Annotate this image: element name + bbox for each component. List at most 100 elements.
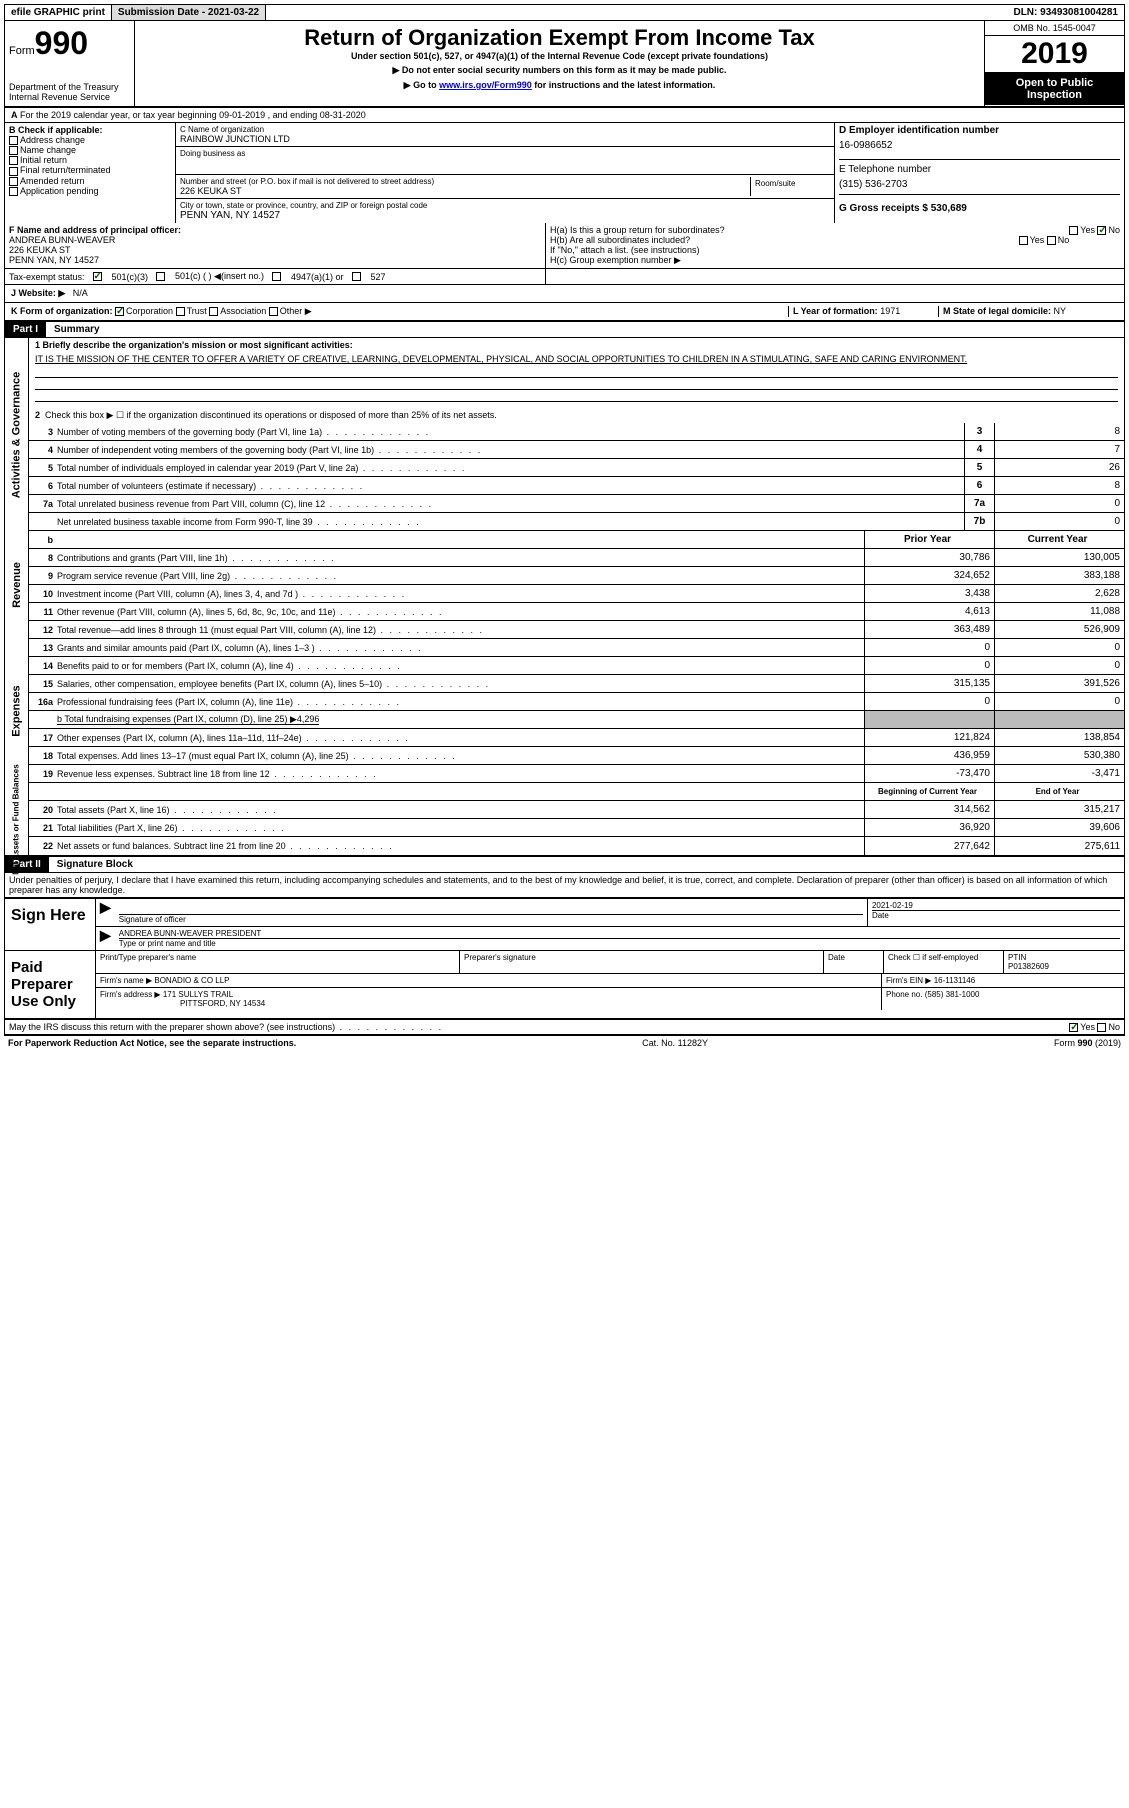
sig-date: 2021-02-19 — [872, 901, 1120, 911]
irs-link[interactable]: www.irs.gov/Form990 — [439, 80, 532, 90]
net-assets-section: Net Assets or Fund Balances Beginning of… — [4, 783, 1125, 857]
sig-officer-label: Signature of officer — [119, 915, 186, 924]
line-number: 21 — [29, 823, 57, 833]
checkbox-amended[interactable] — [9, 177, 18, 186]
line-box: 7b — [964, 513, 994, 530]
checkbox-assoc[interactable] — [209, 307, 218, 316]
arrow-icon: ▶ — [96, 927, 115, 950]
hb-line: H(b) Are all subordinates included? Yes … — [550, 235, 1120, 245]
dba-label: Doing business as — [180, 149, 830, 158]
footer-left: For Paperwork Reduction Act Notice, see … — [8, 1038, 296, 1048]
prior-year-value: 0 — [864, 693, 994, 710]
line-number: 5 — [29, 463, 57, 473]
firm-ein-label: Firm's EIN ▶ — [886, 976, 931, 985]
line-value: 0 — [994, 495, 1124, 512]
current-year-value: 11,088 — [994, 603, 1124, 620]
perjury-text: Under penalties of perjury, I declare th… — [4, 873, 1125, 897]
printed-name-label: Type or print name and title — [119, 939, 216, 948]
checkbox-501c[interactable] — [156, 272, 165, 281]
checkbox-4947[interactable] — [272, 272, 281, 281]
current-year-value: 383,188 — [994, 567, 1124, 584]
prior-year-value: -73,470 — [864, 765, 994, 782]
current-year-value: 0 — [994, 693, 1124, 710]
submission-date-button[interactable]: Submission Date - 2021-03-22 — [112, 5, 266, 20]
prior-year-value: 36,920 — [864, 819, 994, 836]
current-year-value: 315,217 — [994, 801, 1124, 818]
prior-year-value: 314,562 — [864, 801, 994, 818]
checkbox-ha-yes[interactable] — [1069, 226, 1078, 235]
checkbox-initial-return[interactable] — [9, 156, 18, 165]
line-text: Total expenses. Add lines 13–17 (must eq… — [57, 749, 864, 763]
prior-year-value: 3,438 — [864, 585, 994, 602]
checkbox-hb-yes[interactable] — [1019, 236, 1028, 245]
firm-phone-label: Phone no. — [886, 990, 922, 999]
prior-year-value: 121,824 — [864, 729, 994, 746]
checkbox-501c3[interactable] — [93, 272, 102, 281]
sign-here-label: Sign Here — [5, 899, 95, 950]
tax-status-row: Tax-exempt status: 501(c)(3) 501(c) ( ) … — [4, 269, 1125, 285]
addr-label: Number and street (or P.O. box if mail i… — [180, 177, 750, 186]
mission-text: IT IS THE MISSION OF THE CENTER TO OFFER… — [29, 352, 1124, 366]
line-text: Number of independent voting members of … — [57, 443, 964, 457]
preparer-date-label: Date — [824, 951, 884, 973]
checkbox-name-change[interactable] — [9, 146, 18, 155]
line-number: 16a — [29, 697, 57, 707]
line-number: 10 — [29, 589, 57, 599]
checkbox-ha-no[interactable] — [1097, 226, 1106, 235]
checkbox-corp[interactable] — [115, 307, 124, 316]
mission-label: 1 Briefly describe the organization's mi… — [29, 338, 1124, 352]
prior-year-value: 324,652 — [864, 567, 994, 584]
box-m: M State of legal domicile: NY — [938, 306, 1118, 317]
city-label: City or town, state or province, country… — [180, 201, 830, 210]
checkbox-527[interactable] — [352, 272, 361, 281]
current-year-value: 138,854 — [994, 729, 1124, 746]
line-text: Total number of volunteers (estimate if … — [57, 479, 964, 493]
preparer-name-label: Print/Type preparer's name — [96, 951, 460, 973]
line-text: Net unrelated business taxable income fr… — [57, 515, 964, 529]
firm-phone: (585) 381-1000 — [925, 990, 980, 999]
checkbox-hb-no[interactable] — [1047, 236, 1056, 245]
checkbox-address-change[interactable] — [9, 136, 18, 145]
current-year-value: 2,628 — [994, 585, 1124, 602]
line-text: Revenue less expenses. Subtract line 18 … — [57, 767, 864, 781]
sig-date-label: Date — [872, 911, 889, 920]
city-state-zip: PENN YAN, NY 14527 — [180, 210, 830, 221]
line-number: 17 — [29, 733, 57, 743]
box-f-h: F Name and address of principal officer:… — [4, 223, 1125, 269]
ein-value: 16-0986652 — [839, 140, 1120, 151]
checkbox-other[interactable] — [269, 307, 278, 316]
line-number: 20 — [29, 805, 57, 815]
line-number: 8 — [29, 553, 57, 563]
line-number: 13 — [29, 643, 57, 653]
prior-year-value: 0 — [864, 639, 994, 656]
line-a: A For the 2019 calendar year, or tax yea… — [4, 108, 1125, 123]
prior-year-value: 4,613 — [864, 603, 994, 620]
expenses-section: Expenses 13 Grants and similar amounts p… — [4, 639, 1125, 783]
checkbox-discuss-no[interactable] — [1097, 1023, 1106, 1032]
current-year-value: 526,909 — [994, 621, 1124, 638]
dept-label: Department of the Treasury — [9, 82, 130, 92]
k-l-m-row: K Form of organization: Corporation Trus… — [4, 303, 1125, 322]
line-text: Total unrelated business revenue from Pa… — [57, 497, 964, 511]
line-box: 5 — [964, 459, 994, 476]
line-number: 12 — [29, 625, 57, 635]
current-year-header: Current Year — [994, 531, 1124, 548]
checkbox-discuss-yes[interactable] — [1069, 1023, 1078, 1032]
discuss-row: May the IRS discuss this return with the… — [4, 1020, 1125, 1035]
checkbox-trust[interactable] — [176, 307, 185, 316]
footer-right: Form 990 (2019) — [1054, 1038, 1121, 1048]
checkbox-pending[interactable] — [9, 187, 18, 196]
checkbox-final-return[interactable] — [9, 167, 18, 176]
self-employed-label: Check ☐ if self-employed — [884, 951, 1004, 973]
hc-line: H(c) Group exemption number ▶ — [550, 255, 1120, 266]
line-text: Total number of individuals employed in … — [57, 461, 964, 475]
ptin-value: P01382609 — [1008, 962, 1049, 971]
subtitle-2: ▶ Do not enter social security numbers o… — [139, 65, 980, 76]
current-year-value: 275,611 — [994, 837, 1124, 855]
line-text: Program service revenue (Part VIII, line… — [57, 569, 864, 583]
gross-receipts-label: G Gross receipts $ 530,689 — [839, 203, 967, 214]
page-footer: For Paperwork Reduction Act Notice, see … — [4, 1035, 1125, 1050]
line-value: 7 — [994, 441, 1124, 458]
part2-header: Part II Signature Block — [4, 857, 1125, 873]
line-text: Investment income (Part VIII, column (A)… — [57, 587, 864, 601]
